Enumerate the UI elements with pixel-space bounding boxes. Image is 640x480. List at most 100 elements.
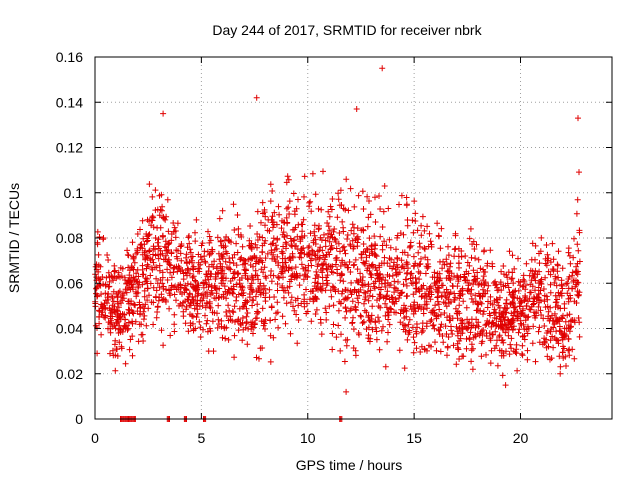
data-point bbox=[408, 306, 415, 313]
data-point bbox=[417, 243, 423, 250]
data-point bbox=[510, 280, 517, 287]
data-point bbox=[334, 266, 341, 273]
data-point bbox=[221, 283, 228, 290]
data-point bbox=[543, 344, 550, 351]
data-point bbox=[286, 264, 292, 271]
data-point bbox=[437, 275, 444, 282]
data-point bbox=[343, 176, 350, 183]
data-point bbox=[248, 321, 255, 328]
data-point bbox=[115, 304, 122, 311]
data-point bbox=[134, 308, 141, 315]
data-point bbox=[402, 328, 409, 335]
data-point bbox=[419, 213, 426, 220]
data-point bbox=[338, 331, 344, 338]
data-point bbox=[190, 263, 197, 270]
data-point bbox=[515, 278, 522, 285]
data-point bbox=[313, 306, 320, 313]
data-point bbox=[364, 288, 371, 295]
data-point bbox=[408, 280, 415, 286]
data-point bbox=[472, 324, 479, 331]
data-point bbox=[351, 203, 358, 210]
data-point bbox=[258, 266, 265, 273]
data-point bbox=[318, 285, 325, 292]
y-tick-label: 0.16 bbox=[56, 49, 83, 65]
data-point bbox=[434, 294, 441, 301]
data-point bbox=[291, 211, 298, 218]
data-point bbox=[126, 278, 133, 285]
data-point bbox=[153, 287, 160, 294]
data-point bbox=[230, 201, 237, 208]
data-point bbox=[216, 256, 223, 263]
data-point bbox=[129, 333, 136, 340]
data-point bbox=[147, 257, 154, 264]
data-point bbox=[482, 322, 489, 329]
data-point bbox=[575, 247, 582, 254]
data-point bbox=[345, 294, 351, 301]
data-point bbox=[274, 281, 281, 287]
data-point bbox=[236, 277, 243, 283]
data-point bbox=[112, 325, 119, 332]
data-point bbox=[335, 196, 342, 203]
data-point bbox=[537, 248, 544, 255]
data-point bbox=[157, 206, 164, 213]
data-point bbox=[224, 289, 231, 295]
data-point bbox=[205, 228, 211, 235]
data-point bbox=[488, 320, 495, 327]
data-point bbox=[183, 254, 189, 261]
data-point bbox=[282, 259, 289, 266]
data-point bbox=[389, 272, 396, 279]
data-point bbox=[523, 282, 529, 289]
data-point bbox=[322, 243, 329, 250]
data-point bbox=[275, 262, 282, 269]
data-point bbox=[144, 235, 150, 242]
data-point bbox=[538, 234, 545, 241]
data-point bbox=[564, 280, 571, 287]
data-point bbox=[412, 260, 419, 267]
data-point bbox=[510, 300, 517, 307]
data-point bbox=[372, 319, 379, 326]
data-point bbox=[259, 249, 266, 256]
data-point bbox=[385, 309, 392, 316]
data-point bbox=[105, 257, 112, 263]
data-point bbox=[153, 314, 160, 321]
data-point bbox=[540, 286, 547, 292]
data-point bbox=[180, 276, 187, 283]
data-point bbox=[574, 196, 581, 203]
data-point bbox=[146, 247, 153, 254]
data-point bbox=[493, 321, 500, 328]
data-point bbox=[445, 252, 452, 259]
data-point bbox=[270, 224, 276, 231]
data-point bbox=[184, 272, 190, 279]
data-point bbox=[489, 301, 496, 308]
data-point bbox=[459, 353, 466, 360]
data-point bbox=[105, 269, 112, 276]
data-point bbox=[146, 231, 153, 238]
data-point bbox=[257, 345, 264, 352]
data-point bbox=[327, 287, 334, 294]
data-point bbox=[241, 266, 248, 273]
data-point bbox=[171, 321, 178, 328]
data-point bbox=[185, 328, 192, 335]
data-point bbox=[160, 283, 167, 290]
data-point bbox=[563, 363, 569, 369]
data-point bbox=[295, 302, 302, 309]
data-point bbox=[428, 316, 435, 323]
data-point bbox=[305, 244, 312, 251]
data-point bbox=[428, 243, 435, 250]
y-tick-label: 0 bbox=[75, 411, 83, 427]
data-point bbox=[131, 259, 138, 266]
data-point bbox=[369, 303, 376, 310]
data-point bbox=[478, 353, 485, 360]
data-point bbox=[480, 327, 487, 333]
data-point bbox=[442, 323, 449, 330]
data-point bbox=[286, 198, 293, 205]
data-point bbox=[456, 356, 463, 362]
data-point bbox=[193, 314, 200, 321]
data-point bbox=[507, 301, 514, 308]
data-point bbox=[268, 304, 275, 311]
data-point bbox=[529, 283, 536, 290]
data-point bbox=[473, 307, 480, 314]
data-point bbox=[532, 267, 539, 274]
data-point bbox=[509, 252, 516, 259]
data-point bbox=[526, 272, 533, 279]
